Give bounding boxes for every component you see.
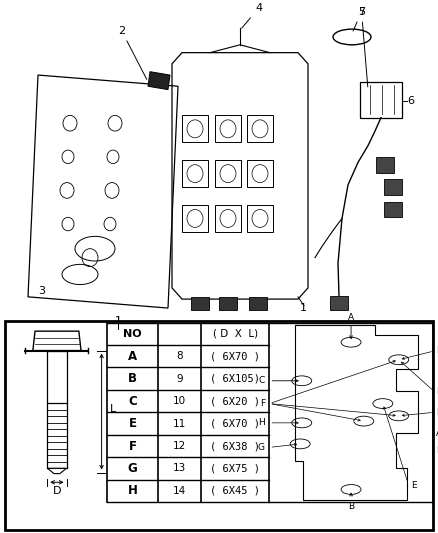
- Text: A: A: [436, 429, 438, 438]
- Bar: [191, 297, 209, 310]
- Text: 10: 10: [173, 396, 186, 406]
- Bar: [47, 351, 67, 403]
- Text: F: F: [128, 440, 137, 453]
- Text: C: C: [259, 376, 265, 385]
- Text: 12: 12: [173, 441, 186, 451]
- Text: NO: NO: [123, 329, 142, 339]
- Text: 6: 6: [407, 96, 414, 106]
- Bar: [247, 115, 273, 142]
- Bar: [360, 82, 402, 118]
- Text: 13: 13: [173, 464, 186, 473]
- Text: 11: 11: [173, 418, 186, 429]
- Text: ( 6X105): ( 6X105): [210, 374, 261, 384]
- Text: ( 6X75 ): ( 6X75 ): [210, 464, 261, 473]
- Text: 5: 5: [353, 6, 365, 31]
- Text: 3: 3: [39, 286, 46, 296]
- Text: C: C: [128, 394, 137, 408]
- Text: 9: 9: [176, 374, 183, 384]
- Text: 8: 8: [176, 351, 183, 361]
- Text: 7: 7: [358, 6, 368, 87]
- Text: D: D: [53, 486, 61, 496]
- Bar: [330, 296, 348, 310]
- Text: G: G: [127, 462, 138, 475]
- Text: ( 6X70 ): ( 6X70 ): [210, 351, 261, 361]
- Bar: [215, 115, 241, 142]
- Text: F: F: [436, 447, 438, 455]
- Text: L: L: [110, 405, 116, 415]
- Polygon shape: [148, 72, 170, 90]
- Text: ( 6X70 ): ( 6X70 ): [210, 418, 261, 429]
- Bar: [247, 205, 273, 232]
- Text: A: A: [348, 313, 354, 322]
- Text: E: E: [128, 417, 137, 430]
- Bar: [384, 179, 402, 195]
- Bar: [182, 115, 208, 142]
- Text: F: F: [260, 399, 265, 408]
- Text: G: G: [258, 443, 265, 452]
- Text: H: H: [258, 418, 265, 427]
- Text: A: A: [128, 350, 137, 363]
- Bar: [182, 160, 208, 187]
- Text: F: F: [436, 408, 438, 417]
- Text: ( D  X  L): ( D X L): [213, 329, 258, 339]
- Text: 1: 1: [114, 317, 121, 327]
- Text: B: B: [348, 502, 354, 511]
- Bar: [249, 297, 267, 310]
- Bar: [376, 157, 394, 173]
- Text: B: B: [436, 387, 438, 396]
- Text: 4: 4: [242, 3, 262, 28]
- Bar: [384, 201, 402, 217]
- Text: E: E: [411, 481, 417, 490]
- Bar: [215, 205, 241, 232]
- Text: ( 6X38 ): ( 6X38 ): [210, 441, 261, 451]
- Bar: [215, 160, 241, 187]
- Text: B: B: [128, 372, 137, 385]
- Text: 14: 14: [173, 486, 186, 496]
- Bar: [219, 297, 237, 310]
- Text: 2: 2: [118, 26, 147, 79]
- Text: H: H: [127, 484, 138, 497]
- Text: ( 6X20 ): ( 6X20 ): [210, 396, 261, 406]
- Bar: [247, 160, 273, 187]
- Text: ( 6X45 ): ( 6X45 ): [210, 486, 261, 496]
- Text: F: F: [436, 346, 438, 356]
- Bar: [182, 205, 208, 232]
- Text: 1: 1: [300, 303, 307, 313]
